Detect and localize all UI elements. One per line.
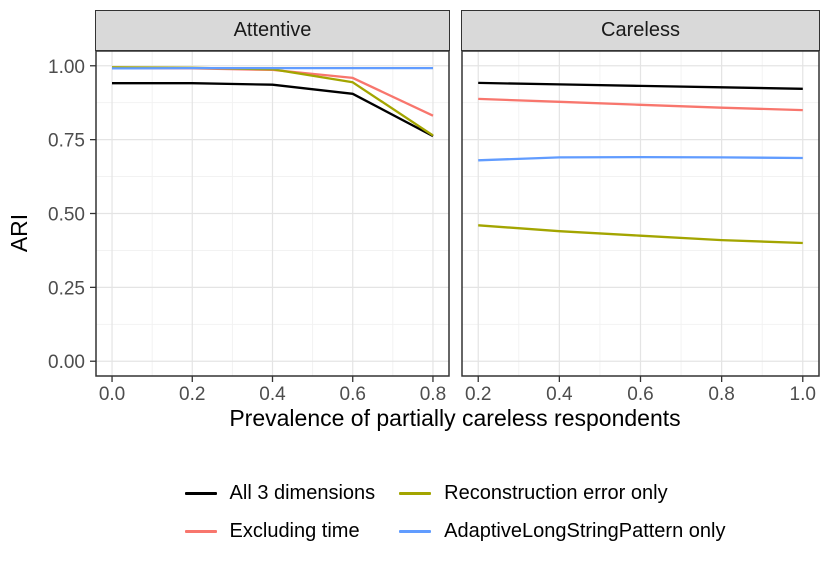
legend-label: Reconstruction error only: [444, 481, 668, 504]
x-tick-label: 1.0: [790, 384, 816, 405]
x-tick-label: 0.6: [340, 384, 366, 405]
x-tick-label: 0.4: [546, 384, 573, 405]
legend-label: AdaptiveLongStringPattern only: [444, 519, 726, 542]
series-line-all-3-dimensions: [478, 81, 803, 90]
x-tick-label: 0.4: [259, 384, 286, 405]
facet-title-attentive: Attentive: [233, 19, 312, 41]
series-line-adaptivelongstringpattern-only: [478, 155, 803, 162]
x-axis-title: Prevalence of partially careless respond…: [229, 405, 681, 431]
y-tick-label: 0.75: [48, 131, 85, 152]
legend-label: Excluding time: [229, 519, 360, 542]
legend-key-line-icon: [399, 529, 432, 533]
legend-item-reconstruction-error-only: Reconstruction error only: [399, 482, 725, 505]
facet-strip-careless: Careless: [461, 10, 820, 51]
x-tick-label: 0.0: [99, 384, 125, 405]
legend-item-adaptivelongstringpattern-only: AdaptiveLongStringPattern only: [399, 520, 725, 543]
series-line-all-3-dimensions: [112, 82, 434, 138]
plot-area: 0.0 0.2 0.4 0.6 0.8 0.00 0.25 0.50 0.75 1.00 0.2 0.…: [48, 50, 820, 405]
legend-key-line-icon: [399, 491, 432, 495]
legend-item-all-3-dimensions: All 3 dimensions: [184, 481, 376, 505]
legend-key-line-icon: [184, 529, 217, 533]
x-tick-label: 0.8: [420, 384, 446, 405]
series-line-reconstruction-error-only: [478, 224, 803, 245]
x-tick-label: 0.2: [179, 384, 205, 405]
facet-strip-attentive: Attentive: [95, 10, 450, 51]
legend: All 3 dimensions Excluding time Reconstr…: [90, 474, 820, 550]
legend-label: All 3 dimensions: [229, 481, 376, 504]
legend-item-excluding-time: Excluding time: [184, 519, 376, 543]
legend-grid: All 3 dimensions Excluding time Reconstr…: [184, 474, 725, 550]
x-tick-label: 0.6: [627, 384, 653, 405]
y-tick-label: 1.00: [48, 57, 85, 78]
y-tick-label: 0.25: [48, 278, 85, 299]
y-axis-title: ARI: [5, 213, 32, 253]
facet-title-careless: Careless: [601, 19, 680, 41]
x-tick-label: 0.2: [465, 384, 491, 405]
x-tick-label: 0.8: [708, 384, 734, 405]
legend-key-line-icon: [184, 491, 217, 495]
y-tick-label: 0.00: [48, 352, 85, 373]
series-line-excluding-time: [478, 97, 803, 112]
y-tick-label: 0.50: [48, 205, 85, 226]
